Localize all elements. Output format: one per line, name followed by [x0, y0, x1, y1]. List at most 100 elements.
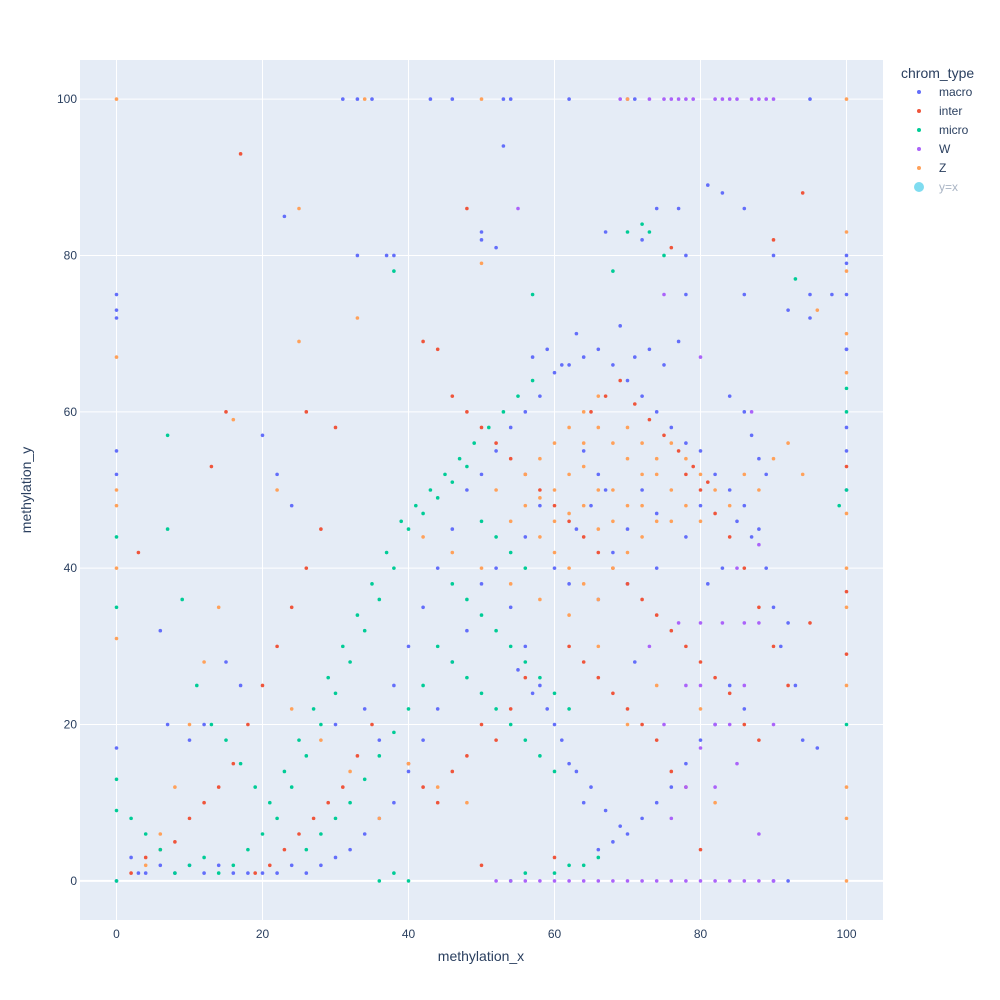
legend-item-w[interactable]: W	[917, 142, 951, 156]
data-point	[538, 394, 542, 398]
data-point	[698, 879, 703, 883]
data-point	[647, 417, 652, 422]
data-point	[231, 417, 236, 422]
data-point	[355, 754, 360, 758]
data-point	[114, 472, 119, 477]
data-point	[771, 879, 776, 883]
data-point	[742, 292, 747, 297]
data-point	[465, 675, 469, 680]
data-point	[435, 566, 440, 570]
data-point	[421, 683, 425, 688]
data-point	[596, 425, 601, 430]
data-point	[289, 863, 294, 868]
data-point	[231, 871, 236, 875]
data-point	[567, 761, 571, 766]
data-point	[428, 488, 433, 492]
data-point	[523, 410, 528, 414]
data-point	[173, 840, 177, 844]
data-point	[625, 722, 630, 727]
data-point	[691, 97, 695, 101]
legend-item-y-x[interactable]: y=x	[914, 180, 958, 194]
data-point	[844, 292, 849, 297]
data-point	[596, 472, 601, 477]
data-point	[567, 566, 571, 570]
data-point	[676, 97, 681, 101]
x-tick-labels: 0 20 40 60 80 100	[113, 927, 857, 941]
data-point	[114, 308, 119, 312]
data-point	[523, 644, 528, 649]
data-point	[552, 855, 557, 860]
data-point	[757, 832, 761, 836]
data-point	[114, 636, 119, 641]
data-point	[552, 550, 557, 555]
data-point	[844, 253, 849, 258]
data-point	[282, 847, 287, 852]
legend-item-inter[interactable]: inter	[917, 104, 962, 118]
data-point	[465, 464, 469, 469]
data-point	[508, 707, 513, 711]
data-point	[355, 253, 360, 258]
data-point	[589, 503, 593, 508]
data-point	[844, 816, 849, 821]
data-point	[114, 566, 119, 570]
data-point	[275, 644, 279, 649]
data-point	[786, 621, 790, 625]
data-point	[654, 800, 659, 805]
data-point	[654, 206, 659, 211]
data-point	[114, 879, 119, 883]
data-point	[786, 879, 790, 883]
data-point	[129, 871, 133, 875]
data-point	[713, 675, 717, 680]
data-point	[465, 754, 469, 758]
legend-item-micro[interactable]: micro	[917, 123, 969, 137]
data-point	[114, 355, 119, 359]
data-point	[647, 644, 652, 649]
data-point	[596, 597, 601, 602]
data-point	[567, 97, 571, 101]
legend-title[interactable]: chrom_type	[901, 65, 974, 81]
data-point	[450, 550, 455, 555]
data-point	[501, 144, 506, 148]
data-point	[669, 245, 674, 250]
data-point	[165, 722, 170, 727]
legend-item-z[interactable]: Z	[917, 161, 946, 175]
legend[interactable]: macro inter micro WZy=x	[914, 85, 973, 194]
data-point	[815, 746, 820, 750]
data-point	[684, 97, 688, 101]
data-point	[406, 769, 411, 774]
data-point	[297, 832, 301, 836]
data-point	[844, 722, 849, 727]
data-point	[479, 722, 484, 727]
x-tick-label: 100	[836, 927, 856, 941]
data-point	[341, 785, 345, 789]
data-point	[625, 230, 630, 234]
data-point	[165, 527, 170, 531]
data-point	[362, 97, 367, 101]
data-point	[246, 871, 250, 875]
data-point	[713, 785, 717, 789]
data-point	[319, 527, 323, 531]
data-point	[406, 707, 411, 711]
data-point	[596, 347, 601, 352]
data-point	[392, 871, 396, 875]
scatter-points	[114, 97, 849, 883]
data-point	[742, 879, 747, 883]
data-point	[158, 863, 163, 868]
data-point	[844, 370, 849, 375]
legend-item-macro[interactable]: macro	[917, 85, 973, 99]
data-point	[654, 566, 659, 570]
data-point	[567, 425, 571, 430]
data-point	[786, 683, 790, 688]
data-point	[669, 769, 674, 774]
data-point	[603, 394, 608, 398]
data-point	[684, 472, 688, 477]
data-point	[253, 871, 257, 875]
data-point	[603, 230, 608, 234]
data-point	[268, 863, 272, 868]
data-point	[297, 738, 301, 742]
data-point	[114, 488, 119, 492]
data-point	[676, 621, 681, 625]
data-point	[742, 503, 747, 508]
data-point	[421, 605, 425, 610]
